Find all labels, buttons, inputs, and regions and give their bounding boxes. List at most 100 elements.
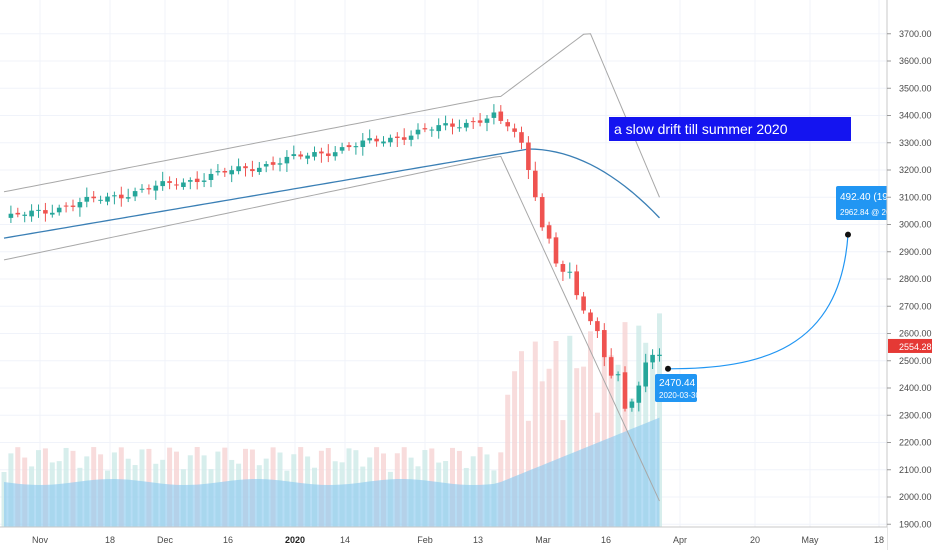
projection-end-change: 492.40 (19.93 bbox=[840, 192, 902, 203]
time-tick-label: 18 bbox=[874, 535, 884, 545]
candle-body bbox=[22, 214, 27, 216]
candle-body bbox=[574, 271, 579, 296]
price-axis bbox=[887, 0, 932, 550]
candle-body bbox=[581, 296, 586, 311]
candle-body bbox=[250, 169, 255, 172]
candle-body bbox=[567, 271, 573, 273]
price-tick-label: 3700.00 bbox=[899, 29, 932, 39]
volume-bar bbox=[539, 381, 545, 527]
candle-body bbox=[15, 212, 21, 215]
candle-body bbox=[181, 182, 186, 187]
price-tick-label: 2200.00 bbox=[899, 438, 932, 448]
candle-body bbox=[470, 121, 476, 123]
candle-body bbox=[243, 166, 248, 169]
candle-body bbox=[533, 170, 538, 198]
candle-body bbox=[222, 171, 228, 173]
candle-body bbox=[160, 181, 165, 187]
candle-body bbox=[257, 167, 262, 172]
candle-body bbox=[498, 111, 504, 121]
candle-body bbox=[29, 210, 34, 217]
candle-body bbox=[326, 153, 331, 156]
candle-body bbox=[36, 209, 41, 211]
candle-body bbox=[70, 205, 76, 207]
candle-body bbox=[284, 156, 290, 164]
time-axis bbox=[0, 527, 887, 550]
volume-bar bbox=[588, 331, 593, 527]
price-tick-label: 3400.00 bbox=[899, 111, 932, 121]
candle-body bbox=[539, 197, 545, 228]
time-tick-label: 14 bbox=[340, 535, 350, 545]
price-tick-label: 2700.00 bbox=[899, 301, 932, 311]
candle-body bbox=[450, 123, 455, 127]
candle-body bbox=[505, 122, 510, 127]
lower-band bbox=[3, 155, 660, 502]
projection-curve bbox=[667, 234, 849, 370]
candle-body bbox=[484, 118, 490, 123]
last-price-label: 2554.28 bbox=[899, 342, 932, 352]
candle-body bbox=[339, 147, 345, 151]
candle-body bbox=[208, 173, 214, 180]
candle-body bbox=[401, 137, 407, 140]
candle-body bbox=[360, 140, 366, 147]
volume-bar bbox=[512, 371, 518, 527]
price-tick-label: 3000.00 bbox=[899, 220, 932, 230]
candle-body bbox=[215, 171, 221, 173]
grid bbox=[0, 0, 887, 527]
candle-body bbox=[588, 312, 593, 322]
volume-bar bbox=[532, 341, 538, 527]
candle-body bbox=[98, 199, 103, 201]
volume-bar bbox=[546, 368, 552, 527]
projection-end-box bbox=[836, 186, 891, 220]
candle-body bbox=[139, 188, 145, 190]
volume-bar bbox=[581, 366, 587, 527]
projection-start-box bbox=[655, 374, 697, 402]
candle-body bbox=[146, 188, 152, 190]
candle-body bbox=[657, 354, 662, 356]
price-tick-label: 2500.00 bbox=[899, 356, 932, 366]
candle-body bbox=[615, 374, 621, 376]
candle-body bbox=[167, 181, 172, 183]
upper-band bbox=[3, 33, 660, 198]
candle-body bbox=[608, 357, 614, 376]
candle-body bbox=[436, 125, 441, 132]
candle-body bbox=[429, 129, 435, 131]
price-tick-label: 2600.00 bbox=[899, 329, 932, 339]
candle-body bbox=[84, 196, 90, 202]
candle-body bbox=[395, 136, 400, 138]
candle-body bbox=[643, 362, 648, 387]
candle-body bbox=[332, 152, 338, 157]
candle-body bbox=[132, 191, 138, 197]
price-tick-label: 3200.00 bbox=[899, 165, 932, 175]
price-tick-label: 3500.00 bbox=[899, 83, 932, 93]
projection-end-point bbox=[845, 231, 851, 238]
candle-body bbox=[457, 127, 462, 129]
candle-body bbox=[8, 213, 14, 218]
candle-body bbox=[408, 135, 414, 140]
candle-body bbox=[526, 142, 531, 170]
candle-body bbox=[105, 196, 110, 202]
candle-body bbox=[112, 195, 117, 197]
candle-body bbox=[312, 152, 317, 157]
price-tick-label: 2000.00 bbox=[899, 492, 932, 502]
candle-body bbox=[602, 330, 607, 358]
candle-body bbox=[560, 264, 566, 272]
last-price-tag bbox=[888, 338, 932, 353]
time-tick-label: Mar bbox=[535, 535, 551, 545]
candle-body bbox=[346, 145, 352, 148]
price-tick-label: 2900.00 bbox=[899, 247, 932, 257]
projection-start-date: 2020-03-30 bbox=[659, 391, 700, 400]
price-tick-label: 2400.00 bbox=[899, 383, 932, 393]
candle-body bbox=[388, 137, 393, 143]
price-tick-label: 2800.00 bbox=[899, 274, 932, 284]
projection-end-detail: 2962.84 @ 2020-0 bbox=[840, 208, 907, 217]
candle-body bbox=[63, 205, 69, 207]
time-tick-label: Feb bbox=[417, 535, 433, 545]
candle-body bbox=[188, 180, 193, 182]
candle-body bbox=[277, 163, 283, 165]
candle-body bbox=[201, 180, 207, 182]
candle-body bbox=[546, 225, 552, 239]
annotation-text: a slow drift till summer 2020 bbox=[614, 121, 788, 137]
candle-body bbox=[43, 210, 48, 214]
candle-body bbox=[464, 122, 469, 128]
